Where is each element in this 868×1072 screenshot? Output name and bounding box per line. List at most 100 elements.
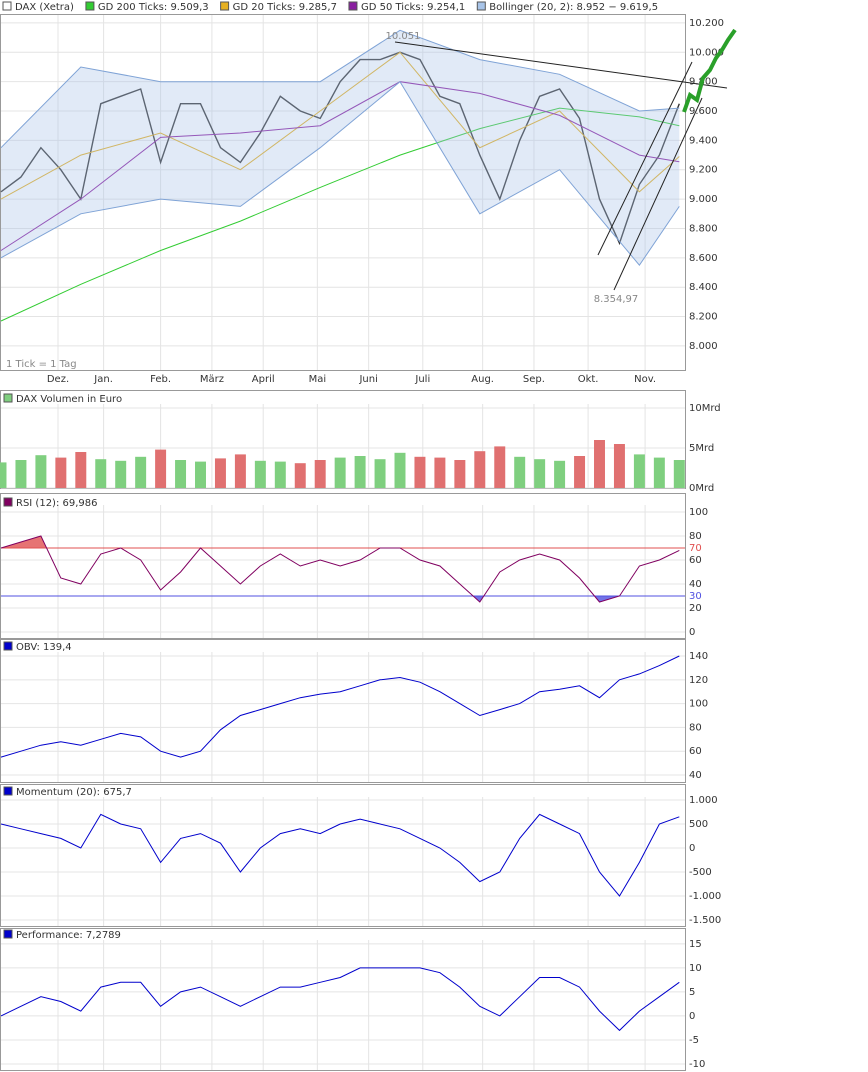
momentum-frame — [0, 784, 686, 927]
y-tick-label: 100 — [689, 507, 708, 518]
legend-swatch — [220, 1, 230, 11]
series-line — [0, 967, 680, 1032]
series-line — [0, 655, 680, 758]
y-tick-label: 120 — [689, 675, 708, 686]
series-line — [0, 81, 680, 251]
legend-label: DAX (Xetra) — [15, 2, 74, 13]
annotation: 10.051 — [386, 31, 421, 42]
volume-bar — [653, 457, 665, 488]
legend-label: DAX Volumen in Euro — [16, 394, 122, 405]
x-tick-label: Aug. — [471, 374, 494, 385]
y-tick-label: 9.600 — [689, 106, 718, 117]
volume-bar — [214, 458, 226, 488]
volume-bar — [574, 456, 586, 488]
volume-bar — [374, 459, 386, 488]
channel-line — [613, 97, 703, 291]
volume-bar — [354, 456, 366, 488]
volume-bar — [414, 456, 426, 488]
obv-frame — [0, 639, 686, 783]
y-tick-label: 8.200 — [689, 312, 718, 323]
volume-bar — [394, 452, 406, 488]
volume-bar — [15, 460, 27, 488]
x-tick-label: März — [200, 374, 224, 385]
volume-bar — [115, 460, 127, 488]
legend-swatch — [348, 1, 358, 11]
volume-bar — [613, 444, 625, 488]
legend-label: Performance: 7,2789 — [16, 930, 121, 941]
volume-bar — [534, 459, 546, 488]
legend-label: OBV: 139,4 — [16, 642, 72, 653]
series-line — [0, 535, 680, 603]
volume-bar — [294, 463, 306, 488]
y-tick-label: 100 — [689, 699, 708, 710]
y-tick-label: 9.400 — [689, 135, 718, 146]
x-tick-label: Mai — [309, 374, 327, 385]
rsi-extreme-fill — [1, 535, 680, 548]
y-tick-label: 40 — [689, 770, 702, 781]
volume-bar — [135, 456, 147, 488]
y-tick-label: 20 — [689, 603, 702, 614]
y-tick-label: 8.400 — [689, 282, 718, 293]
annotation: 8.354,97 — [594, 294, 639, 305]
volume-bar — [254, 460, 266, 488]
y-tick-label: 0 — [689, 1011, 695, 1022]
x-tick-label: Juli — [414, 374, 430, 385]
x-tick-label: Jan. — [93, 374, 113, 385]
volume-bar — [594, 440, 605, 488]
legend-swatch — [3, 497, 13, 507]
annotation: 1 Tick = 1 Tag — [6, 359, 77, 370]
y-tick-label: 10 — [689, 963, 702, 974]
volume-bar — [454, 460, 466, 488]
series-line — [0, 51, 680, 246]
legend-label: RSI (12): 69,986 — [16, 498, 98, 509]
y-tick-label: 80 — [689, 531, 702, 542]
volume-bar — [95, 459, 107, 488]
series-line — [0, 813, 680, 897]
y-tick-label: 5Mrd — [689, 443, 714, 454]
legend-swatch — [3, 786, 13, 796]
y-tick-label: 0 — [689, 843, 695, 854]
volume-bar — [274, 461, 286, 488]
y-tick-label: 60 — [689, 555, 702, 566]
legend-swatch — [85, 1, 95, 11]
projection — [682, 28, 737, 113]
rsi-extreme-fill — [1, 595, 680, 602]
channel-line — [597, 61, 693, 256]
y-tick-label: 10Mrd — [689, 403, 721, 414]
y-tick-label: 10.200 — [689, 18, 724, 29]
y-tick-label: 140 — [689, 651, 708, 662]
y-tick-label: -5 — [689, 1035, 699, 1046]
x-tick-label: Juni — [358, 374, 377, 385]
y-tick-label: 10.000 — [689, 47, 724, 58]
bollinger-line — [0, 29, 680, 149]
volume-bar — [0, 462, 7, 488]
y-tick-label: 15 — [689, 939, 702, 950]
legend-label: Bollinger (20, 2): 8.952 − 9.619,5 — [489, 2, 658, 13]
y-tick-label: 8.800 — [689, 223, 718, 234]
volume-bar — [175, 460, 187, 488]
legend-label: GD 20 Ticks: 9.285,7 — [233, 2, 337, 13]
volume-bar — [155, 449, 167, 488]
x-tick-label: Sep. — [523, 374, 545, 385]
y-tick-label: -500 — [689, 867, 712, 878]
y-tick-label: -10 — [689, 1059, 705, 1070]
volume-bar — [55, 457, 67, 488]
x-tick-label: Feb. — [150, 374, 171, 385]
legend-label: Momentum (20): 675,7 — [16, 787, 132, 798]
legend-swatch — [3, 929, 13, 939]
y-tick-label: 9.000 — [689, 194, 718, 205]
volume-bar — [673, 460, 685, 488]
x-tick-label: Dez. — [47, 374, 69, 385]
series-line — [0, 107, 680, 322]
level-label: 70 — [689, 543, 702, 554]
volume-bar — [474, 451, 486, 488]
x-tick-label: April — [252, 374, 275, 385]
volume-bar — [633, 454, 645, 488]
volume-bar — [514, 456, 526, 488]
bollinger-line — [0, 80, 680, 267]
x-tick-label: Okt. — [578, 374, 599, 385]
y-tick-label: 8.600 — [689, 253, 718, 264]
y-tick-label: 5 — [689, 987, 695, 998]
bollinger-band — [1, 30, 680, 266]
